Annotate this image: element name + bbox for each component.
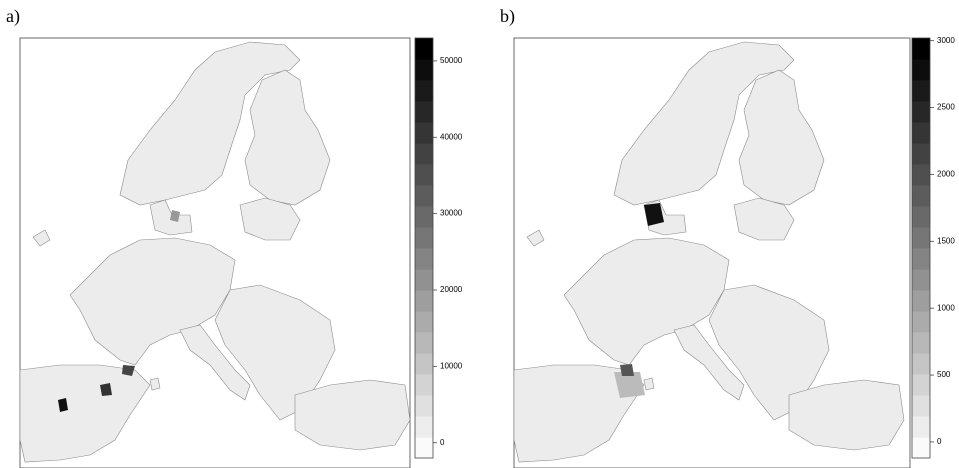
- colorbar-band: [912, 164, 930, 186]
- colorbar-band: [912, 59, 930, 81]
- tick-label: 10000: [440, 361, 463, 370]
- colorbar-band: [912, 101, 930, 123]
- tick-label: 2000: [937, 170, 955, 179]
- colorbar-band: [415, 143, 433, 165]
- colorbar-band: [912, 143, 930, 165]
- tick-label: 3000: [937, 36, 955, 45]
- colorbar-band: [415, 353, 433, 375]
- region-dark: [644, 203, 664, 226]
- colorbar-band: [912, 395, 930, 417]
- colorbar-band: [415, 122, 433, 144]
- tick-label: 500: [937, 370, 951, 379]
- colorbar-band: [912, 80, 930, 102]
- tick-label: 0: [440, 438, 445, 447]
- region-dark: [100, 383, 112, 396]
- colorbar-band: [912, 437, 930, 459]
- colorbar-band: [415, 227, 433, 249]
- colorbar-band: [415, 101, 433, 123]
- colorbar-band: [415, 437, 433, 459]
- colorbar-band: [415, 59, 433, 81]
- tick-label: 1000: [937, 303, 955, 312]
- colorbar-band: [415, 395, 433, 417]
- colorbar-band: [912, 311, 930, 333]
- colorbar-band: [912, 206, 930, 228]
- tick-label: 0: [937, 437, 942, 446]
- region-dark: [620, 364, 634, 376]
- tick-label: 20000: [440, 285, 463, 294]
- colorbar-band: [415, 311, 433, 333]
- colorbar-frame: [911, 37, 931, 459]
- region: [614, 372, 645, 398]
- panel-label: b): [500, 6, 515, 27]
- colorbar-frame: [414, 37, 434, 459]
- colorbar-band: [912, 122, 930, 144]
- region: [170, 210, 180, 222]
- panel-a: a): [6, 6, 411, 468]
- tick-label: 50000: [440, 56, 463, 65]
- tick-label: 2500: [937, 103, 955, 112]
- colorbar-band: [912, 269, 930, 291]
- region-dark: [122, 365, 135, 376]
- tick-label: 40000: [440, 132, 463, 141]
- tick-label: 30000: [440, 209, 463, 218]
- colorbar-band: [415, 374, 433, 396]
- colorbar-band: [912, 416, 930, 438]
- colorbar-band: [912, 38, 930, 60]
- panel-b: b): [500, 6, 911, 468]
- colorbar-band: [415, 290, 433, 312]
- colorbar-band: [415, 80, 433, 102]
- colorbar-band: [415, 248, 433, 270]
- colorbar-band: [415, 416, 433, 438]
- colorbar-band: [912, 290, 930, 312]
- colorbar-band: [912, 185, 930, 207]
- colorbar-band: [912, 332, 930, 354]
- colorbar-band: [912, 374, 930, 396]
- colorbar-band: [912, 248, 930, 270]
- colorbar-band: [415, 38, 433, 60]
- colorbar-band: [912, 227, 930, 249]
- colorbar-band: [415, 269, 433, 291]
- colorbar-band: [415, 164, 433, 186]
- tick-label: 1500: [937, 236, 955, 245]
- colorbar-band: [415, 185, 433, 207]
- panel-label: a): [6, 6, 20, 27]
- region-dark: [58, 398, 68, 412]
- colorbar-band: [415, 206, 433, 228]
- colorbar-band: [912, 353, 930, 375]
- colorbar-band: [415, 332, 433, 354]
